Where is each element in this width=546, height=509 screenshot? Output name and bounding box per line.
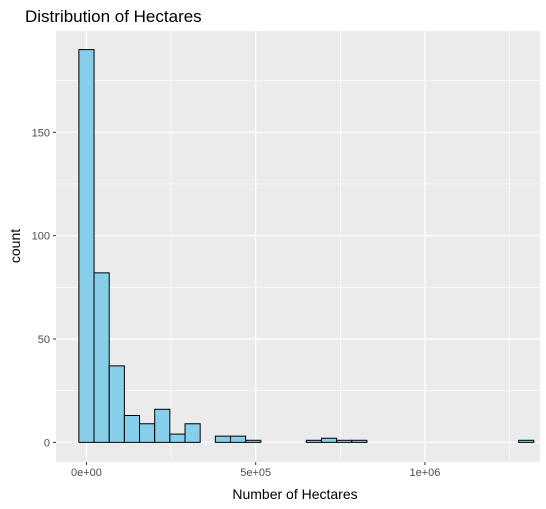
histogram-bar — [305, 439, 322, 443]
histogram-bar — [351, 439, 368, 443]
x-tick-label: 1e+06 — [409, 467, 440, 479]
histogram-bar — [108, 365, 125, 443]
y-tick-label: 100 — [32, 231, 50, 243]
histogram-bar — [154, 408, 171, 443]
x-axis-title: Number of Hectares — [232, 486, 357, 502]
chart-title: Distribution of Hectares — [25, 7, 202, 26]
histogram-bar — [93, 272, 110, 443]
histogram-bar — [123, 414, 141, 443]
histogram-bar — [78, 49, 95, 443]
histogram-bar — [518, 439, 535, 443]
histogram-bar — [139, 423, 156, 443]
x-axis: 0e+00 5e+05 1e+06 — [71, 462, 440, 479]
y-tick-label: 50 — [38, 334, 50, 346]
y-tick-label: 150 — [32, 127, 50, 139]
histogram-bar — [336, 439, 353, 443]
histogram-bar — [184, 423, 201, 443]
histogram-bar — [230, 435, 247, 443]
y-axis-title: count — [7, 229, 23, 263]
x-tick-label: 5e+05 — [240, 467, 271, 479]
y-tick-label: 0 — [44, 437, 50, 449]
histogram-bar — [169, 433, 186, 443]
histogram-bar — [214, 435, 232, 443]
histogram-bars — [78, 49, 535, 443]
y-axis: 0 50 100 150 — [32, 127, 56, 449]
x-tick-label: 0e+00 — [71, 467, 102, 479]
histogram-bar — [320, 437, 338, 443]
histogram-bar — [245, 439, 262, 443]
panel-background — [56, 31, 540, 462]
